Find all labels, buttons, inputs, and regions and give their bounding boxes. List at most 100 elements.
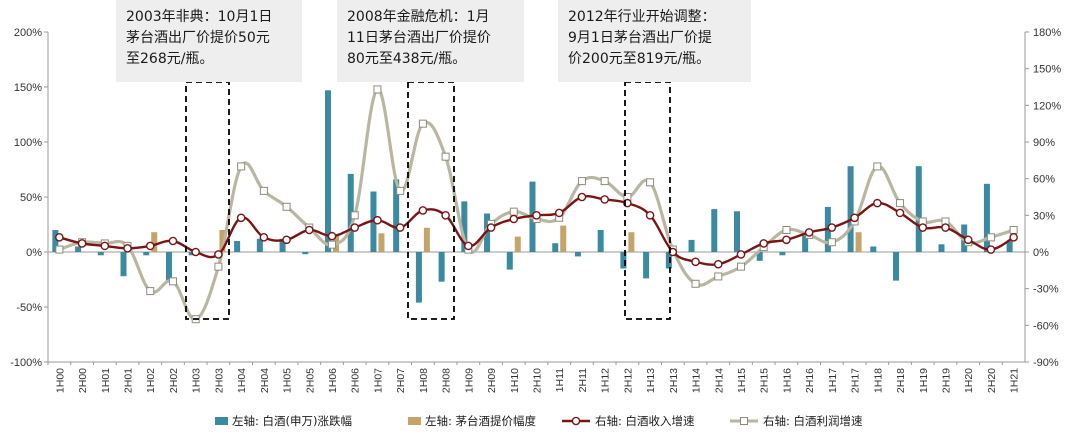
left-axis-tick-label: -50% — [16, 302, 42, 314]
x-axis-tick-label: 2H01 — [123, 368, 135, 393]
left-axis-tick-label: -100% — [10, 357, 42, 369]
revenue-growth-marker — [418, 206, 428, 215]
baijiu-index-bar — [552, 243, 559, 252]
event-dashed-box — [624, 81, 671, 320]
profit-growth-marker — [873, 162, 882, 171]
x-axis-tick-label: 2H18 — [895, 368, 907, 393]
right-axis-tick-label: 180% — [1033, 27, 1061, 39]
legend-label: 左轴: 白酒(申万)涨跌幅 — [232, 414, 352, 428]
revenue-growth-marker — [509, 214, 519, 224]
x-axis-tick-label: 1H19 — [918, 368, 930, 393]
profit-growth-marker — [214, 262, 223, 271]
moutai-price-hike-bar — [423, 227, 430, 252]
profit-growth-marker — [646, 178, 655, 187]
profit-growth-marker — [509, 207, 518, 216]
moutai-price-hike-bar — [378, 233, 385, 252]
x-axis-tick-label: 2H04 — [259, 368, 271, 393]
legend-marker — [740, 417, 748, 425]
revenue-growth-marker — [373, 215, 382, 225]
baijiu-index-bar — [711, 209, 718, 252]
x-axis-tick-label: 1H01 — [100, 368, 112, 393]
baijiu-index-bar — [484, 213, 491, 252]
revenue-growth-marker — [327, 231, 337, 241]
revenue-growth-marker — [395, 223, 405, 232]
revenue-growth-marker — [986, 245, 996, 254]
revenue-growth-marker — [464, 241, 473, 251]
revenue-growth-marker — [304, 225, 314, 235]
event-dashed-box — [185, 81, 230, 320]
left-axis-tick-label: 200% — [14, 27, 42, 39]
x-axis-tick-label: 1H03 — [191, 368, 203, 393]
moutai-price-hike-bar — [151, 232, 158, 252]
revenue-growth-marker — [736, 250, 746, 259]
revenue-growth-marker — [600, 195, 609, 204]
baijiu-index-bar — [1006, 241, 1013, 252]
annotation-text-line: 至268元/瓶。 — [126, 51, 213, 67]
baijiu-index-bar — [75, 246, 82, 252]
x-axis-tick-label: 1H08 — [418, 368, 430, 393]
profit-growth-marker — [396, 186, 405, 195]
x-axis-tick-label: 2H17 — [850, 368, 862, 393]
moutai-price-hike-bar — [855, 232, 862, 252]
revenue-growth-marker — [691, 257, 700, 267]
baijiu-index-bar — [574, 252, 581, 257]
revenue-growth-marker — [577, 192, 587, 202]
baijiu-index-bar — [756, 252, 763, 261]
revenue-growth-marker — [918, 223, 928, 232]
right-axis-tick-label: 150% — [1033, 64, 1061, 76]
x-axis-tick-label: 2H03 — [213, 368, 225, 393]
right-axis-tick-label: -90% — [1033, 357, 1059, 369]
baijiu-index-bar — [256, 238, 263, 252]
revenue-growth-marker — [873, 198, 882, 208]
baijiu-index-bar — [893, 252, 900, 281]
baijiu-index-bar — [143, 252, 150, 256]
revenue-growth-marker — [963, 235, 973, 245]
baijiu-index-bar — [847, 166, 854, 252]
profit-growth-marker — [146, 287, 155, 296]
baijiu-index-bar — [165, 252, 172, 282]
profit-growth-marker — [691, 279, 700, 288]
annotation-box — [337, 0, 524, 82]
x-axis-tick-label: 2H15 — [759, 368, 771, 393]
x-axis-tick-label: 2H11 — [577, 368, 589, 392]
right-axis-tick-label: 120% — [1033, 100, 1061, 112]
right-axis-tick-label: 90% — [1033, 137, 1055, 149]
annotation-box — [116, 0, 302, 82]
x-axis-tick-label: 2H00 — [77, 368, 89, 393]
x-axis-tick-label: 1H04 — [236, 368, 248, 393]
right-axis-tick-label: -60% — [1033, 320, 1059, 332]
baijiu-index-bar — [393, 179, 400, 252]
x-axis-tick-label: 1H21 — [1009, 368, 1021, 393]
moutai-price-hike-bar — [514, 236, 521, 252]
x-axis-tick-label: 1H20 — [963, 368, 975, 393]
profit-growth-marker — [237, 162, 246, 171]
profit-growth-marker — [328, 240, 337, 249]
profit-growth-marker — [55, 245, 64, 254]
right-axis-tick-label: -30% — [1033, 284, 1059, 296]
legend: 左轴: 白酒(申万)涨跌幅 左轴: 茅台酒提价幅度 右轴: 白酒收入增速 右轴: 白酒… — [215, 414, 863, 428]
profit-growth-marker — [418, 119, 427, 128]
right-axis-tick-label: 60% — [1033, 174, 1055, 186]
baijiu-index-bar — [302, 252, 309, 255]
baijiu-index-bar — [802, 235, 809, 252]
revenue-growth-marker — [350, 223, 360, 232]
legend-swatch — [408, 417, 421, 425]
annotation-text-line: 9月1日茅台酒出厂价提 — [568, 30, 712, 46]
revenue-growth-marker — [259, 233, 269, 242]
revenue-growth-marker — [55, 233, 64, 242]
baijiu-index-bar — [506, 252, 513, 270]
revenue-growth-marker — [827, 223, 837, 232]
right-axis-tick-label: 0% — [1033, 247, 1049, 259]
baijiu-index-bar — [665, 252, 672, 269]
baijiu-index-bar — [415, 252, 422, 303]
baijiu-index-bar — [733, 211, 740, 252]
profit-growth-line — [58, 87, 1015, 321]
moutai-price-hike-bar — [560, 225, 567, 252]
profit-growth-marker — [350, 211, 359, 220]
x-axis-tick-label: 2H08 — [441, 368, 453, 393]
baijiu-index-bar — [870, 246, 877, 252]
baijiu-index-bar — [779, 252, 786, 256]
x-axis-tick-label: 2H07 — [395, 368, 407, 393]
